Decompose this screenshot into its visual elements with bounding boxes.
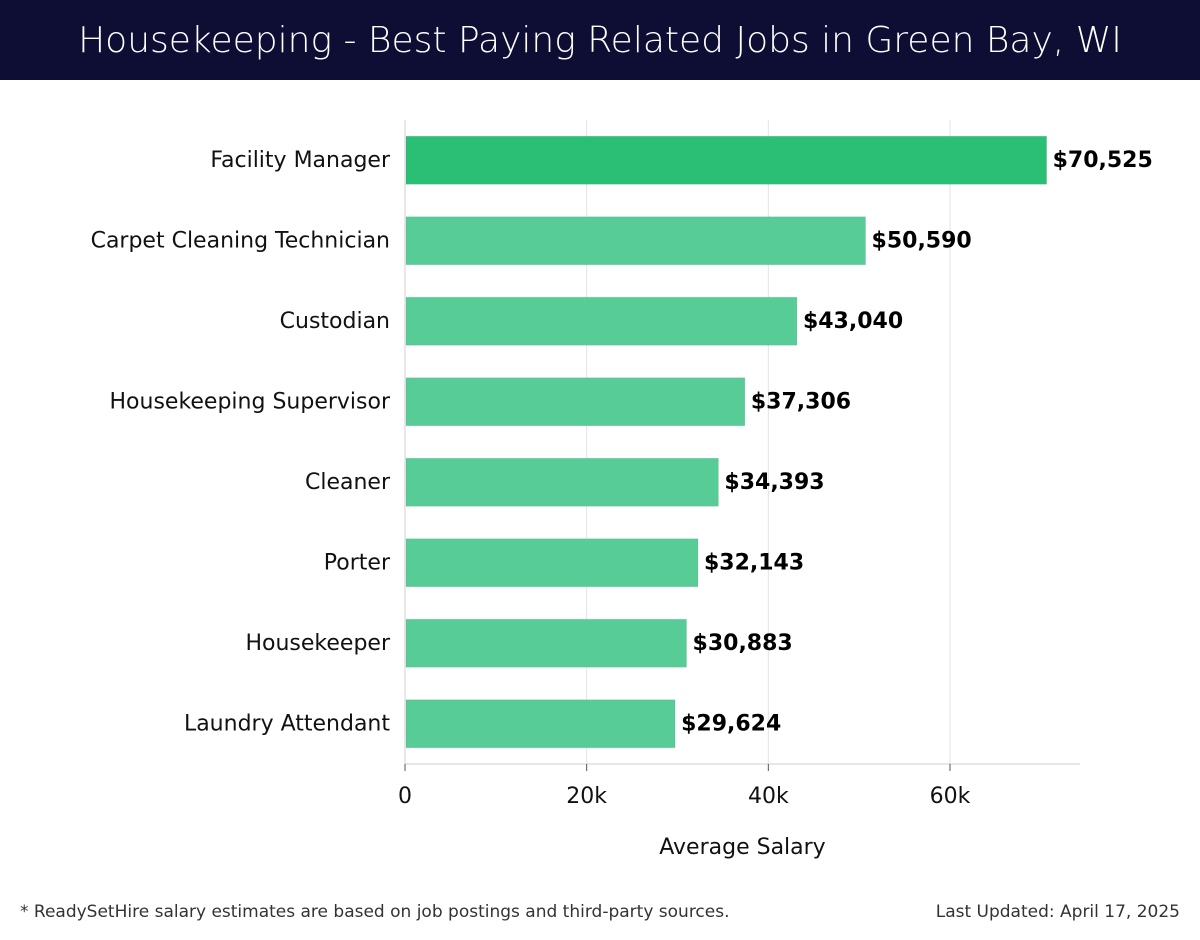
value-label: $32,143 xyxy=(704,550,804,575)
salary-bar-chart: Facility Manager $70,525 Carpet Cleaning T… xyxy=(91,120,1153,860)
x-tick-label: 60k xyxy=(930,784,971,809)
value-label: $70,525 xyxy=(1053,148,1153,173)
category-label: Cleaner xyxy=(305,470,391,495)
category-label: Housekeeping Supervisor xyxy=(110,389,391,414)
bar xyxy=(405,538,699,588)
x-tick-label: 20k xyxy=(566,784,607,809)
x-tick-label: 40k xyxy=(748,784,789,809)
value-label: $50,590 xyxy=(872,228,972,253)
value-label: $29,624 xyxy=(681,711,781,736)
category-label: Custodian xyxy=(280,309,390,334)
bar xyxy=(405,699,676,749)
x-axis-title: Average Salary xyxy=(659,835,825,860)
bar xyxy=(405,377,746,427)
bar xyxy=(405,457,719,507)
category-label: Housekeeper xyxy=(245,631,390,656)
last-updated: Last Updated: April 17, 2025 xyxy=(935,902,1180,922)
value-label: $30,883 xyxy=(693,631,793,656)
category-label: Porter xyxy=(324,550,391,575)
category-label: Carpet Cleaning Technician xyxy=(91,228,390,253)
category-label: Laundry Attendant xyxy=(184,711,390,736)
category-label: Facility Manager xyxy=(210,148,391,173)
value-label: $34,393 xyxy=(724,470,824,495)
bar xyxy=(405,135,1048,185)
x-tick-label: 0 xyxy=(398,784,412,809)
bar xyxy=(405,618,688,668)
footer-note: * ReadySetHire salary estimates are base… xyxy=(20,902,730,922)
value-label: $43,040 xyxy=(803,309,903,334)
chart-title: Housekeeping - Best Paying Related Jobs … xyxy=(78,19,1122,61)
bar xyxy=(405,216,867,266)
bar xyxy=(405,296,798,346)
value-label: $37,306 xyxy=(751,389,851,414)
chart-title-banner: Housekeeping - Best Paying Related Jobs … xyxy=(0,0,1200,80)
